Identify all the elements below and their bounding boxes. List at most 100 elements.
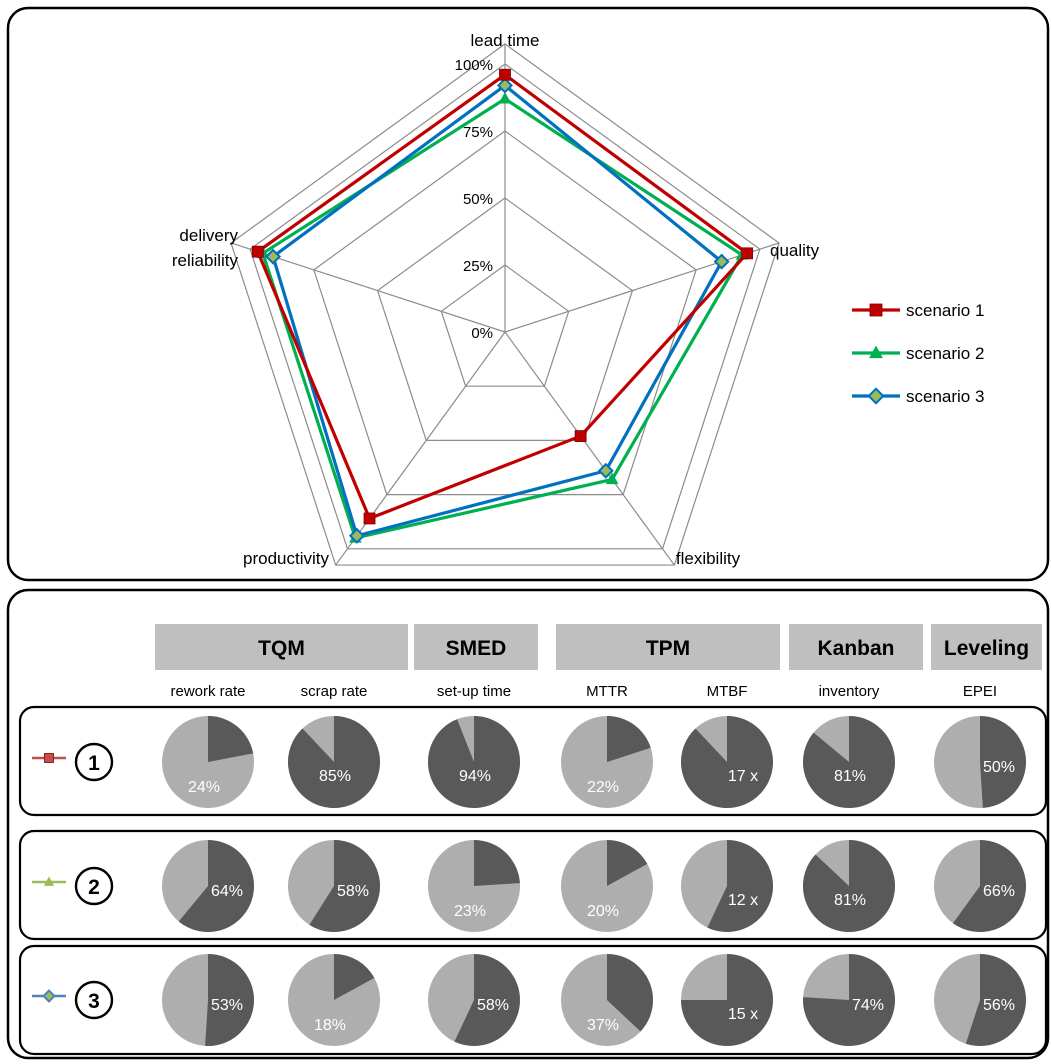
pie-slice-value xyxy=(980,716,1026,808)
legend-item: scenario 2 xyxy=(852,344,984,363)
pie-chart: 64% xyxy=(162,840,254,932)
radar-axis-label-line: productivity xyxy=(243,549,329,568)
radar-spoke xyxy=(504,242,780,333)
pie-chart: 17 x xyxy=(681,716,774,808)
radar-grid-ring xyxy=(249,63,761,550)
pie-value-label: 56% xyxy=(983,997,1015,1014)
row-marker xyxy=(43,876,55,886)
legend-marker xyxy=(869,345,883,359)
radar-series-1 xyxy=(251,68,754,525)
scenario-row-frame xyxy=(18,829,1048,941)
pie-chart: 56% xyxy=(934,954,1026,1046)
radar-point xyxy=(574,430,587,442)
radar-grid-ring xyxy=(313,130,697,496)
row-number-circle xyxy=(74,866,114,906)
radar-grid-ring xyxy=(376,197,634,442)
pie-chart: 74% xyxy=(803,954,895,1046)
group-header-bg xyxy=(931,624,1042,670)
radar-point xyxy=(348,527,365,544)
radar-axis-label: lead time xyxy=(471,31,540,50)
pie-value-label: 81% xyxy=(834,892,866,909)
column-label: set-up time xyxy=(437,683,511,700)
pie-slice-value xyxy=(288,716,380,808)
group-header-bg xyxy=(556,624,780,670)
legend-label: scenario 3 xyxy=(906,387,984,406)
pie-chart: 50% xyxy=(934,716,1026,808)
pie-value-label: 23% xyxy=(454,903,486,920)
legend-marker xyxy=(869,303,883,317)
row-marker xyxy=(44,753,54,763)
pie-slice-value xyxy=(309,840,380,932)
radar-tick-label: 50% xyxy=(463,191,493,208)
pie-chart: 81% xyxy=(803,840,895,933)
pie-value-label: 37% xyxy=(587,1017,619,1034)
radar-tick-label: 25% xyxy=(463,258,493,275)
pie-chart: 24% xyxy=(162,716,254,808)
row-number-label: 2 xyxy=(88,876,100,899)
radar-point xyxy=(741,247,754,260)
pie-slice-value xyxy=(681,716,774,808)
pie-slice-value xyxy=(178,840,254,932)
pie-value-label: 50% xyxy=(983,759,1015,776)
pie-chart: 85% xyxy=(288,716,380,808)
pie-value-label: 81% xyxy=(834,768,866,785)
radar-axis-label: productivity xyxy=(243,549,329,568)
pie-slice-value xyxy=(681,954,773,1046)
row-number-circle xyxy=(74,742,114,782)
pie-value-label: 20% xyxy=(587,903,619,920)
group-header-label: SMED xyxy=(446,637,507,660)
row-number-circle xyxy=(74,980,114,1020)
pie-slice-value xyxy=(803,840,895,933)
row-number-label: 1 xyxy=(88,752,100,775)
pie-chart: 94% xyxy=(427,716,520,808)
radar-spoke xyxy=(504,331,675,566)
pie-slice-value xyxy=(205,954,255,1046)
column-label: MTBF xyxy=(707,683,748,700)
radar-series-line xyxy=(261,97,744,540)
pie-value-label: 66% xyxy=(983,883,1015,900)
pie-value-label: 24% xyxy=(188,779,220,796)
radar-chart: 0% 25% 50% 75% 100% lead time quality flexibili… xyxy=(172,31,820,568)
pie-value-label: 18% xyxy=(314,1017,346,1034)
radar-spoke xyxy=(335,331,506,566)
pie-value-label: 64% xyxy=(211,883,243,900)
pie-value-label: 58% xyxy=(477,997,509,1014)
pie-chart: 81% xyxy=(803,716,896,809)
column-label: inventory xyxy=(819,683,880,700)
legend-item: scenario 3 xyxy=(852,387,984,406)
pie-chart: 58% xyxy=(288,840,380,932)
radar-point xyxy=(605,472,619,485)
radar-point xyxy=(498,91,512,104)
radar-tick-label: 100% xyxy=(455,57,493,74)
radar-axis-label-line: quality xyxy=(770,241,820,260)
legend-label: scenario 1 xyxy=(906,301,984,320)
radar-point xyxy=(363,512,376,525)
pie-slice-value xyxy=(803,954,895,1046)
legend-label: scenario 2 xyxy=(906,344,984,363)
pie-chart: 66% xyxy=(934,840,1026,932)
radar-series-line xyxy=(271,83,724,538)
scenario-row-frame xyxy=(18,944,1048,1056)
pie-chart: 22% xyxy=(561,716,653,808)
pie-chart: 18% xyxy=(288,954,380,1046)
pie-slice-value xyxy=(965,954,1026,1046)
pie-value-label: 22% xyxy=(587,779,619,796)
column-label: MTTR xyxy=(586,683,628,700)
pie-slice-value xyxy=(454,954,520,1046)
radar-series-3 xyxy=(265,77,730,544)
legend-item: scenario 1 xyxy=(852,301,984,320)
radar-axis-label-line: lead time xyxy=(471,31,540,50)
row-marker xyxy=(42,989,56,1003)
pie-slice-value xyxy=(474,840,520,886)
pie-slice-value xyxy=(208,716,254,762)
radar-point xyxy=(496,77,514,94)
pie-slice-value xyxy=(607,716,651,762)
pie-slice-value xyxy=(334,954,375,1000)
radar-point xyxy=(499,68,511,81)
pie-chart: 12 x xyxy=(681,840,773,933)
pie-slice-value xyxy=(607,954,653,1032)
group-header-bg xyxy=(414,624,538,670)
pie-chart: 37% xyxy=(561,954,653,1046)
radar-axis-label: quality xyxy=(770,241,820,260)
